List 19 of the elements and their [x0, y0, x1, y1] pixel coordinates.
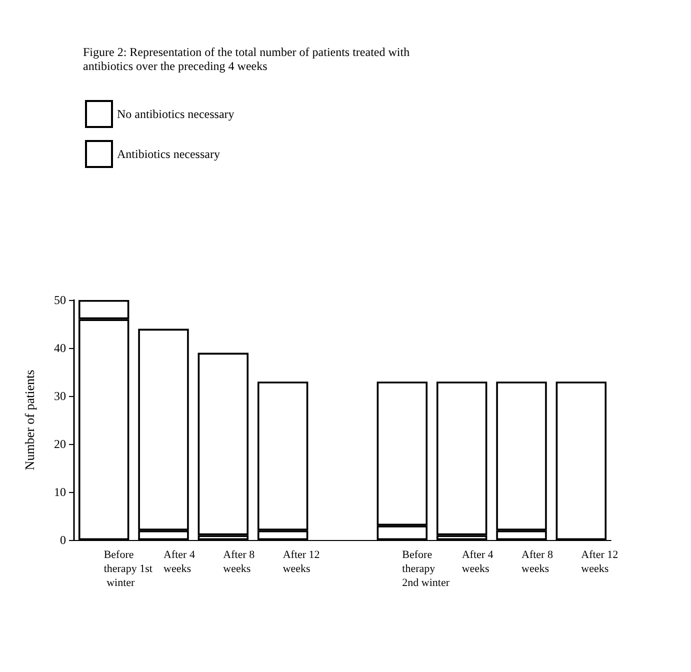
x-tick-label: After 12 weeks [282, 549, 323, 575]
x-tick-label: After 4 weeks [164, 549, 198, 575]
chart-title: Figure 2: Representation of the total number of patients treated with antibiotics over the preceding 4 weeks [83, 45, 413, 73]
x-tick-label: After 12 weeks [581, 549, 621, 575]
x-tick-label: Before therapy 2nd winter [402, 549, 450, 589]
y-tick-label: 20 [54, 437, 66, 451]
x-tick-label: After 8 weeks [223, 549, 258, 575]
legend-label: Antibiotics necessary [117, 147, 220, 161]
bar [556, 382, 607, 540]
x-tick-label: After 4 weeks [462, 549, 496, 575]
x-tick-label: After 8 weeks [522, 549, 556, 575]
y-tick-label: 30 [54, 389, 66, 403]
y-axis-title: Number of patients [22, 370, 37, 470]
y-tick-label: 10 [54, 485, 66, 499]
y-tick-label: 0 [60, 533, 66, 547]
y-tick-label: 40 [54, 341, 66, 355]
y-tick-label: 50 [54, 293, 66, 307]
x-tick-label: Before therapy 1st winter [104, 549, 152, 589]
legend-label: No antibiotics necessary [117, 107, 234, 121]
